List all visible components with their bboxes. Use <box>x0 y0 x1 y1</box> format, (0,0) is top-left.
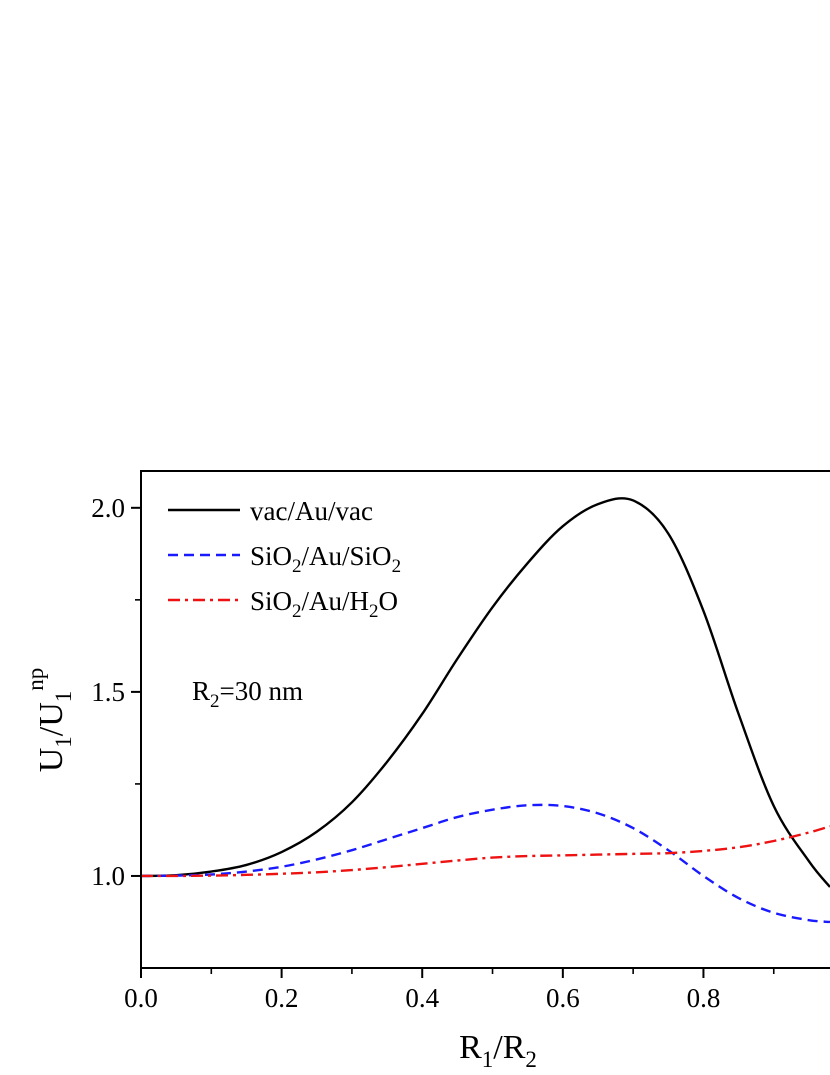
legend-label-part: /Au/H <box>302 586 370 616</box>
y-tick-label: 1.5 <box>91 677 125 707</box>
x-tick-label: 0.6 <box>546 983 580 1013</box>
x-label-mid: /R <box>493 1029 525 1066</box>
y-tick-label: 2.0 <box>91 493 125 523</box>
legend-label-part: vac/Au/vac <box>250 496 373 526</box>
legend-label-part: SiO <box>250 586 292 616</box>
x-tick-label: 0.0 <box>124 983 158 1013</box>
legend-label-1: vac/Au/vac <box>250 496 373 526</box>
series-line-3 <box>141 825 830 878</box>
annotation-radius: R2=30 nm <box>192 676 303 712</box>
legend-label-2: SiO2/Au/SiO2 <box>250 541 401 577</box>
legend-label-part: 2 <box>292 556 302 577</box>
y-label-sup: np <box>23 668 48 691</box>
y-label-mid: /U <box>33 702 70 736</box>
y-label-main: U <box>33 748 70 773</box>
series-line-1 <box>141 497 830 888</box>
x-label-main: R <box>459 1029 482 1066</box>
legend-label-part: 2 <box>392 556 402 577</box>
x-tick-label: 0.4 <box>405 983 439 1013</box>
annotation-main: R <box>192 676 210 706</box>
y-axis-label: U1/U1np <box>23 668 76 773</box>
legend-label-3: SiO2/Au/H2O <box>250 586 398 622</box>
legend-label-part: 2 <box>292 601 302 622</box>
x-axis-label: R1/R2 <box>459 1029 537 1072</box>
legend-label-part: SiO <box>250 541 292 571</box>
plot-frame <box>140 470 830 969</box>
annotation-rest: =30 nm <box>220 676 303 706</box>
y-tick-label: 1.0 <box>91 861 125 891</box>
legend-label-part: O <box>379 586 399 616</box>
axes-layer: 0.0 0.2 0.4 0.6 0.8 1.0 1.5 2.0 <box>91 470 830 1013</box>
series-layer <box>141 497 830 924</box>
legend-label-part: /Au/SiO <box>302 541 392 571</box>
legend-label-part: 2 <box>369 601 379 622</box>
y-label-sub1: 1 <box>51 736 76 748</box>
x-label-sub2: 2 <box>525 1047 537 1072</box>
x-tick-label: 0.2 <box>265 983 299 1013</box>
x-label-sub1: 1 <box>482 1047 494 1072</box>
y-label-sub2: 1 <box>51 691 76 703</box>
x-tick-label: 0.8 <box>687 983 721 1013</box>
annotation-sub: 2 <box>210 691 220 712</box>
series-line-2 <box>141 803 830 924</box>
